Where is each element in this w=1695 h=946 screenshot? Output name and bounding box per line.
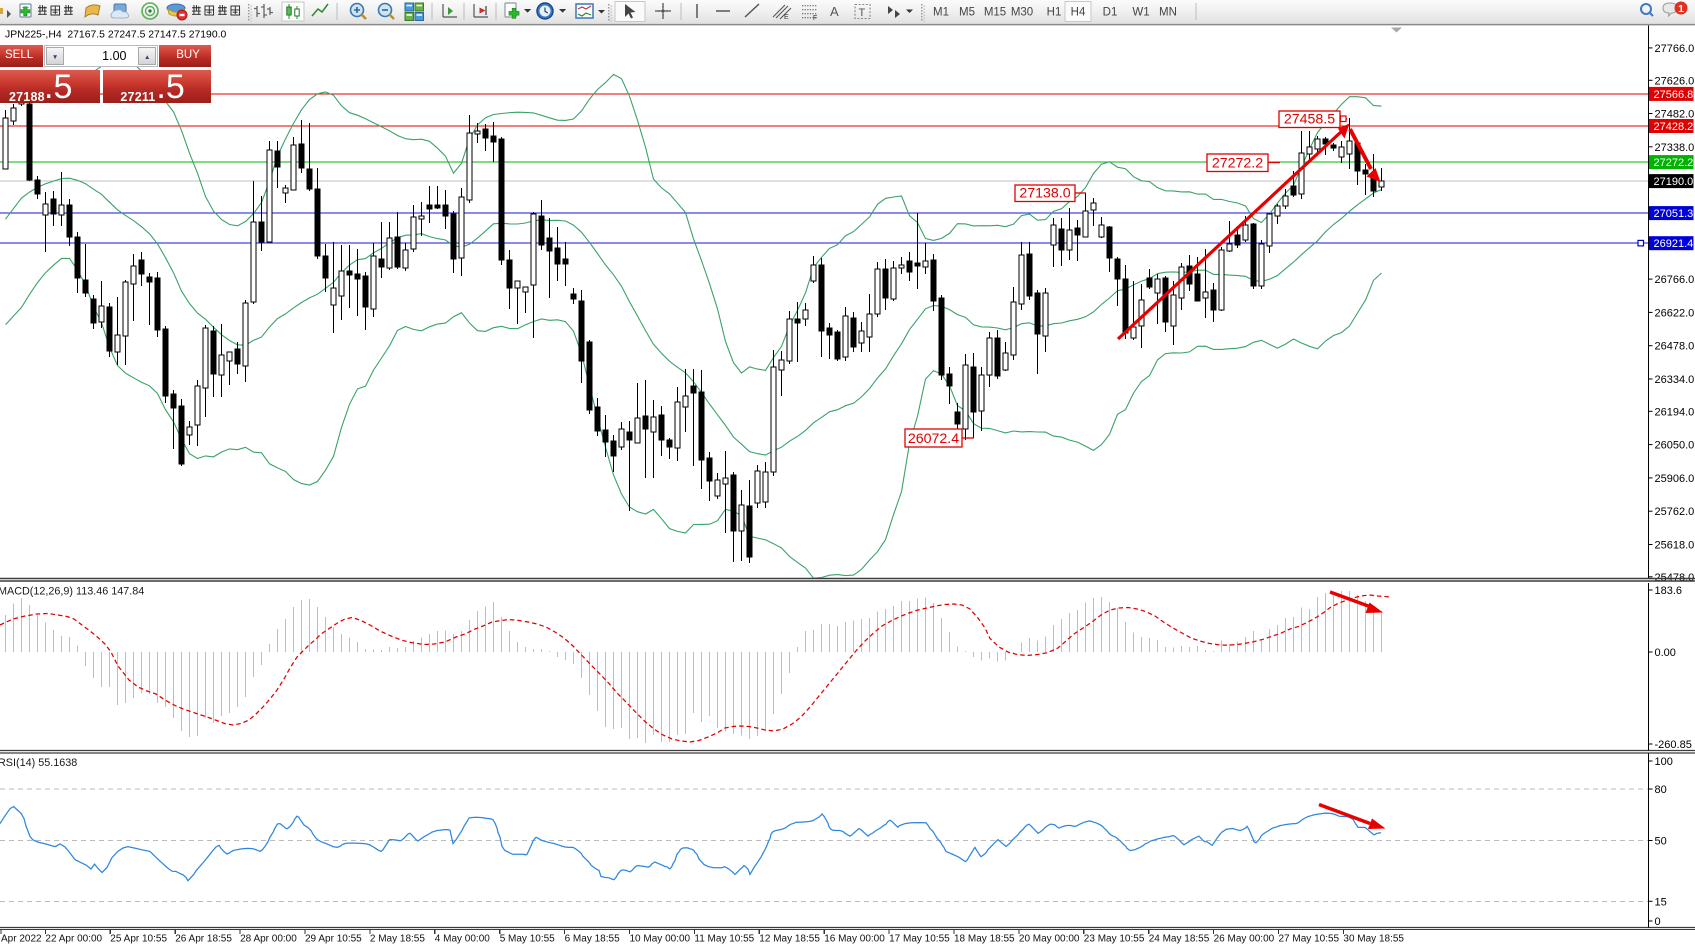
svg-text:M15: M15 xyxy=(984,7,1006,19)
svg-text:11 May 10:55: 11 May 10:55 xyxy=(694,934,754,945)
svg-text:26 May 00:00: 26 May 00:00 xyxy=(1214,934,1275,945)
svg-text:2 May 18:55: 2 May 18:55 xyxy=(370,934,425,945)
svg-text:25762.0: 25762.0 xyxy=(1655,506,1695,518)
svg-text:M1: M1 xyxy=(933,7,949,19)
svg-text:1: 1 xyxy=(1678,3,1684,15)
svg-text:W1: W1 xyxy=(1132,7,1149,19)
svg-text:27272.2: 27272.2 xyxy=(1212,156,1263,172)
svg-text:20 May 00:00: 20 May 00:00 xyxy=(1019,934,1080,945)
svg-text:F: F xyxy=(813,15,817,22)
svg-text:M5: M5 xyxy=(959,7,975,19)
svg-text:25906.0: 25906.0 xyxy=(1655,473,1695,485)
svg-text:80: 80 xyxy=(1655,784,1667,796)
svg-text:17 May 10:55: 17 May 10:55 xyxy=(889,934,950,945)
svg-text:27272.2: 27272.2 xyxy=(1654,157,1694,169)
svg-text:28 Apr 00:00: 28 Apr 00:00 xyxy=(240,934,297,945)
svg-text:E: E xyxy=(784,14,789,21)
svg-text:27482.0: 27482.0 xyxy=(1655,109,1695,121)
svg-text:27051.3: 27051.3 xyxy=(1654,208,1694,220)
svg-text:MN: MN xyxy=(1159,7,1177,19)
svg-text:15: 15 xyxy=(1655,896,1667,908)
svg-text:6 May 18:55: 6 May 18:55 xyxy=(565,934,620,945)
svg-text:25 Apr 10:55: 25 Apr 10:55 xyxy=(110,934,167,945)
svg-text:29 Apr 10:55: 29 Apr 10:55 xyxy=(305,934,362,945)
svg-text:26194.0: 26194.0 xyxy=(1655,406,1695,418)
svg-text:27428.2: 27428.2 xyxy=(1654,121,1694,133)
svg-text:MACD(12,26,9) 113.46 147.84: MACD(12,26,9) 113.46 147.84 xyxy=(0,586,144,598)
svg-text:23 May 10:55: 23 May 10:55 xyxy=(1084,934,1145,945)
svg-text:A: A xyxy=(830,4,839,19)
svg-text:D1: D1 xyxy=(1103,7,1118,19)
svg-text:27626.0: 27626.0 xyxy=(1655,75,1695,87)
svg-text:10 May 00:00: 10 May 00:00 xyxy=(630,934,691,945)
svg-text:0: 0 xyxy=(1655,916,1661,928)
svg-text:JPN225-,H4 27167.5 27247.5 27: JPN225-,H4 27167.5 27247.5 27147.5 27190… xyxy=(5,30,226,41)
svg-text:27766.0: 27766.0 xyxy=(1655,43,1695,55)
svg-text:H1: H1 xyxy=(1047,7,1062,19)
svg-text:4 May 00:00: 4 May 00:00 xyxy=(435,934,490,945)
svg-text:24 May 18:55: 24 May 18:55 xyxy=(1149,934,1210,945)
svg-text:50: 50 xyxy=(1655,836,1667,848)
svg-text:5 May 10:55: 5 May 10:55 xyxy=(500,934,555,945)
svg-text:27190.0: 27190.0 xyxy=(1654,176,1694,188)
svg-text:0.00: 0.00 xyxy=(1655,647,1676,659)
svg-text:27458.5: 27458.5 xyxy=(1284,112,1335,128)
svg-text:12 May 18:55: 12 May 18:55 xyxy=(759,934,820,945)
svg-text:26766.0: 26766.0 xyxy=(1655,274,1695,286)
svg-text:100: 100 xyxy=(1655,756,1673,768)
svg-text:-260.85: -260.85 xyxy=(1655,739,1692,751)
svg-text:26478.0: 26478.0 xyxy=(1655,341,1695,353)
svg-text:27138.0: 27138.0 xyxy=(1019,186,1070,202)
svg-text:26050.0: 26050.0 xyxy=(1655,440,1695,452)
svg-text:18 May 18:55: 18 May 18:55 xyxy=(954,934,1015,945)
svg-text:30 May 18:55: 30 May 18:55 xyxy=(1343,934,1404,945)
svg-text:183.6: 183.6 xyxy=(1655,585,1683,597)
svg-text:27566.8: 27566.8 xyxy=(1654,89,1694,101)
svg-text:T: T xyxy=(859,7,866,19)
svg-text:26622.0: 26622.0 xyxy=(1655,307,1695,319)
svg-text:16 May 00:00: 16 May 00:00 xyxy=(824,934,885,945)
svg-text:Apr 2022: Apr 2022 xyxy=(1,934,42,945)
svg-text:H4: H4 xyxy=(1071,7,1086,19)
svg-text:27338.0: 27338.0 xyxy=(1655,142,1695,154)
svg-text:27 May 10:55: 27 May 10:55 xyxy=(1279,934,1340,945)
svg-text:22 Apr 00:00: 22 Apr 00:00 xyxy=(45,934,102,945)
svg-text:26334.0: 26334.0 xyxy=(1655,374,1695,386)
svg-text:25618.0: 25618.0 xyxy=(1655,540,1695,552)
svg-text:26921.4: 26921.4 xyxy=(1654,238,1694,250)
svg-text:M30: M30 xyxy=(1011,7,1033,19)
svg-text:26 Apr 18:55: 26 Apr 18:55 xyxy=(175,934,232,945)
svg-text:26072.4: 26072.4 xyxy=(908,431,959,447)
svg-text:RSI(14) 55.1638: RSI(14) 55.1638 xyxy=(0,757,77,769)
